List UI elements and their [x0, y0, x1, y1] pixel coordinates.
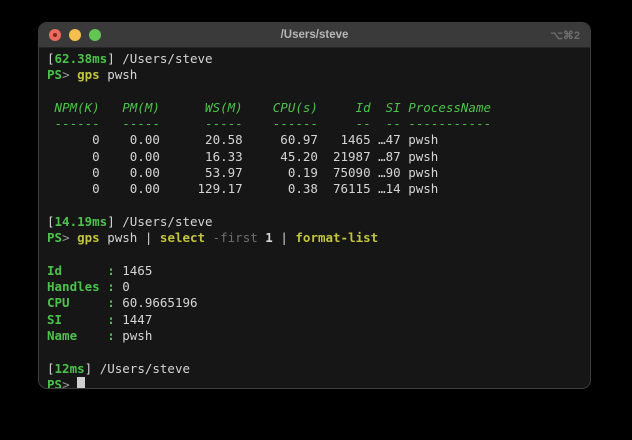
table-row: 0 0.00 16.33 45.20 21987 …87 pwsh [47, 148, 439, 164]
fullscreen-button[interactable] [89, 29, 101, 41]
list-label: Handles : [47, 279, 115, 295]
command-gps: gps [77, 67, 100, 83]
prompt-line[interactable]: PS> [47, 376, 590, 389]
command-line-1: PS> gps pwsh [47, 67, 590, 83]
list-value: 1465 [114, 262, 153, 278]
command-line-2: PS> gps pwsh | select -first 1 | format-… [47, 230, 590, 246]
elapsed-time: 14.19ms [54, 213, 108, 229]
list-label: CPU : [47, 295, 115, 311]
space [70, 230, 78, 245]
blank-line [47, 84, 590, 100]
table-row: 0 0.00 129.17 0.38 76115 …14 pwsh [47, 181, 439, 197]
list-value: 60.9665196 [114, 295, 198, 311]
table-underline: ------ ----- ----- ------ -- -- --------… [47, 116, 492, 132]
param-value: 1 [257, 230, 273, 246]
timing-line-1: [62.38ms] /Users/steve [47, 51, 590, 67]
prompt-gt: > [62, 376, 70, 389]
param-first: -first [205, 230, 258, 246]
command-args: pwsh | [99, 230, 160, 246]
command-select: select [159, 230, 206, 246]
space [70, 67, 78, 82]
space [70, 377, 78, 388]
list-item-si: SI : 1447 [47, 312, 590, 328]
bracket: [ [47, 360, 55, 376]
terminal-window: /Users/steve ⌥⌘2 [62.38ms] /Users/steve … [38, 22, 591, 389]
cwd-path: ] /Users/steve [107, 213, 213, 229]
bracket: [ [47, 51, 55, 66]
command-format-list: format-list [295, 230, 379, 246]
bracket: [ [47, 213, 55, 229]
window-shortcut-badge: ⌥⌘2 [550, 29, 580, 42]
table-row: 0 0.00 53.97 0.19 75090 …90 pwsh [47, 165, 439, 181]
list-label: SI : [47, 311, 115, 327]
command-gps: gps [77, 230, 100, 246]
list-value: pwsh [114, 328, 153, 344]
prompt-ps: PS [47, 67, 63, 83]
elapsed-time: 62.38ms [54, 51, 108, 66]
list-label: Id : [47, 262, 115, 278]
table-header: NPM(K) PM(M) WS(M) CPU(s) Id SI ProcessN… [47, 99, 492, 115]
unsaved-dot-icon [53, 33, 57, 37]
prompt-gt: > [62, 67, 70, 83]
list-value: 0 [114, 279, 130, 295]
minimize-button[interactable] [69, 29, 81, 41]
pipe: | [272, 230, 296, 246]
blank-line [47, 198, 590, 214]
timing-line-3: [12ms] /Users/steve [47, 361, 590, 377]
prompt-ps: PS [47, 230, 63, 246]
window-title: /Users/steve [280, 29, 349, 41]
list-item-cpu: CPU : 60.9665196 [47, 295, 590, 311]
list-label: Name : [47, 328, 115, 344]
timing-line-2: [14.19ms] /Users/steve [47, 214, 590, 230]
list-item-id: Id : 1465 [47, 263, 590, 279]
list-value: 1447 [114, 311, 153, 327]
prompt-ps: PS [47, 376, 63, 389]
cwd-path: ] /Users/steve [84, 360, 190, 376]
blank-line [47, 344, 590, 360]
traffic-lights [39, 29, 101, 41]
elapsed-time: 12ms [54, 360, 85, 376]
blank-line [47, 247, 590, 263]
cwd-path: ] /Users/steve [107, 51, 213, 66]
command-args: pwsh [99, 67, 138, 83]
titlebar[interactable]: /Users/steve ⌥⌘2 [39, 23, 590, 48]
terminal-output[interactable]: [62.38ms] /Users/steve PS> gps pwsh NPM(… [39, 48, 590, 389]
terminal-cursor [77, 376, 85, 388]
list-item-handles: Handles : 0 [47, 279, 590, 295]
close-button[interactable] [49, 29, 61, 41]
table-row: 0 0.00 20.58 60.97 1465 …47 pwsh [47, 132, 439, 148]
list-item-name: Name : pwsh [47, 328, 590, 344]
prompt-gt: > [62, 230, 70, 246]
